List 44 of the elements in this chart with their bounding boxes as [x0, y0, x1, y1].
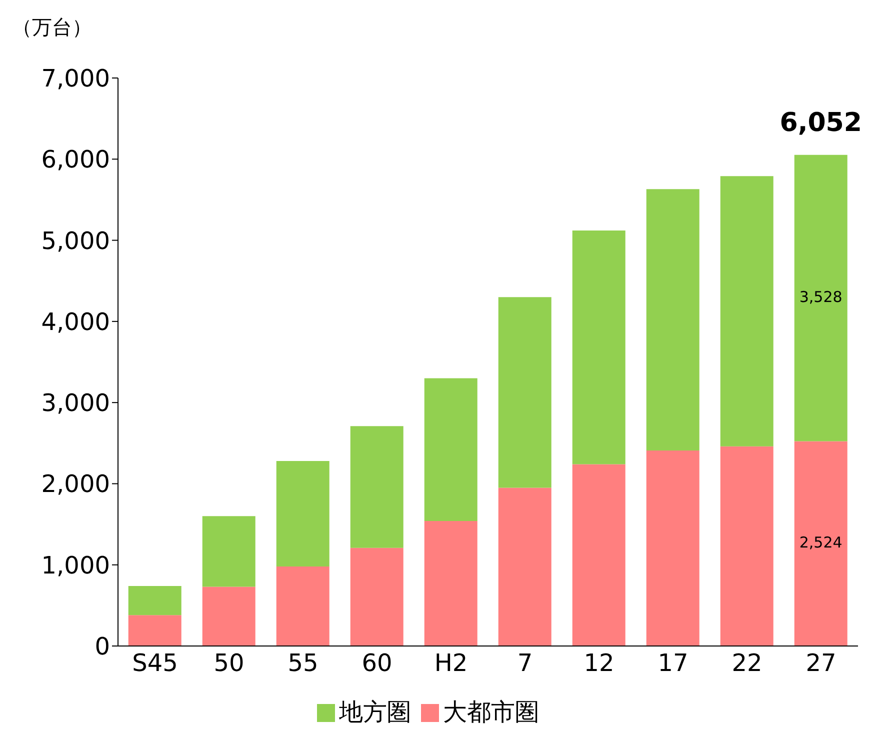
bar	[424, 378, 478, 522]
x-tick-label: 7	[517, 649, 533, 678]
x-tick-label: 12	[584, 649, 614, 678]
x-tick-label: H2	[434, 649, 468, 678]
bar	[350, 548, 404, 646]
y-tick-label: 3,000	[41, 389, 110, 418]
data-label: 3,528	[799, 288, 842, 306]
y-tick-label: 5,000	[41, 226, 110, 255]
y-tick-label: 7,000	[41, 64, 110, 93]
bar	[128, 615, 182, 646]
bar	[276, 566, 330, 646]
bar	[498, 488, 552, 646]
y-tick-label: 2,000	[41, 470, 110, 498]
bar	[572, 230, 626, 464]
x-tick-label: 27	[806, 649, 836, 678]
bar	[350, 426, 404, 548]
legend-label: 大都市圏	[443, 698, 539, 726]
bar	[498, 297, 552, 488]
x-tick-label: 55	[288, 649, 318, 678]
bar	[794, 441, 848, 646]
legend-label: 地方圏	[339, 698, 411, 726]
y-tick-label: 6,000	[41, 146, 110, 174]
bar	[202, 586, 256, 646]
bar	[720, 176, 774, 446]
bar	[424, 521, 478, 646]
y-tick-label: 1,000	[41, 551, 110, 580]
bar	[128, 586, 182, 616]
bar	[202, 516, 256, 587]
bar	[276, 460, 330, 566]
bar	[572, 464, 626, 646]
y-tick-label: 4,000	[41, 308, 110, 336]
y-axis-title: （万台）	[12, 14, 92, 41]
bar	[794, 154, 848, 442]
x-tick-label: 60	[362, 649, 392, 678]
y-tick-label: 0	[94, 632, 110, 661]
x-tick-label: 22	[732, 649, 762, 678]
bar	[720, 446, 774, 646]
bar	[646, 450, 700, 646]
total-label: 6,052	[780, 108, 862, 138]
bar	[646, 189, 700, 450]
x-tick-label: 50	[214, 649, 244, 678]
x-tick-label: S45	[132, 649, 178, 678]
x-tick-label: 17	[658, 649, 688, 678]
data-label: 2,524	[799, 534, 842, 552]
